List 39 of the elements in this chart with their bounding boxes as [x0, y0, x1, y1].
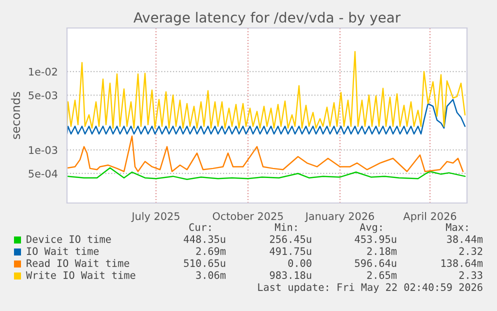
- legend-label: IO Wait time: [26, 247, 99, 255]
- y-tick-label: 1e-03: [29, 146, 58, 154]
- x-tick-label: October 2025: [212, 212, 283, 220]
- text: 2.32: [459, 247, 482, 255]
- text: 256.45u: [270, 235, 312, 243]
- text: 2.18m: [367, 247, 397, 255]
- x-tick-label: July 2025: [131, 212, 180, 222]
- text: 3.06m: [196, 271, 226, 279]
- text: 983.18u: [270, 271, 312, 279]
- line-series: [67, 50, 466, 129]
- text: Cur:: [189, 223, 211, 231]
- text: 2.69m: [196, 247, 226, 255]
- text: Max:: [446, 223, 468, 231]
- line-series: [67, 98, 466, 135]
- text: 2.33: [459, 271, 482, 279]
- text: 453.95u: [354, 235, 396, 243]
- text: 491.75u: [270, 247, 312, 255]
- text: 510.65u: [184, 259, 226, 267]
- text: 38.44m: [447, 235, 483, 243]
- text: Last update: Fri May 22 02:40:59 2026: [258, 283, 482, 293]
- text: Min:: [275, 223, 297, 231]
- text: Avg:: [360, 223, 382, 233]
- y-axis-title: seconds: [10, 92, 20, 139]
- line-series: [67, 167, 466, 180]
- legend-label: Read IO Wait time: [26, 259, 130, 267]
- y-tick-label: 1e-02: [29, 68, 57, 76]
- text: 596.64u: [354, 259, 396, 267]
- legend-label: Write IO Wait time: [26, 271, 136, 279]
- line-series: [67, 135, 464, 172]
- y-tick-label: 5e-04: [28, 170, 58, 178]
- text: 448.35u: [184, 235, 226, 243]
- y-tick-label: 5e-03: [28, 91, 58, 100]
- text: 2.65m: [367, 271, 397, 279]
- x-tick-label: January 2026: [304, 212, 374, 222]
- legend-label: Device IO time: [26, 235, 111, 243]
- text: 138.64m: [441, 259, 483, 267]
- text: 0.00: [288, 259, 312, 267]
- x-tick-label: April 2026: [403, 212, 456, 222]
- chart-title: Average latency for /dev/vda - by year: [134, 12, 401, 26]
